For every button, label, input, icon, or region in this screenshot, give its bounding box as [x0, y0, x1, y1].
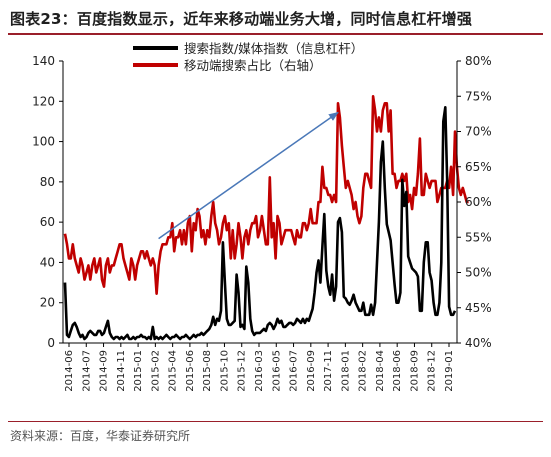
legend-label: 移动端搜索占比（右轴）	[184, 58, 322, 73]
y-right-tick-label: 40%	[465, 336, 492, 350]
y-left-tick-label: 140	[32, 54, 55, 68]
x-tick-label: 2015-02	[150, 350, 161, 392]
x-tick-label: 2015-12	[237, 350, 248, 392]
y-left-tick-label: 80	[40, 175, 55, 189]
x-tick-label: 2016-07	[289, 350, 300, 392]
series-line-mobile-share	[63, 94, 469, 295]
source-rule	[8, 421, 543, 422]
y-left-tick-label: 20	[40, 296, 55, 310]
legend-label: 搜索指数/媒体指数（信息杠杆）	[184, 41, 363, 56]
y-right-tick-label: 60%	[465, 195, 492, 209]
trend-arrow	[158, 111, 339, 240]
x-tick-label: 2014-07	[81, 350, 92, 392]
x-tick-label: 2018-01	[340, 350, 351, 392]
legend: 搜索指数/媒体指数（信息杠杆） 移动端搜索占比（右轴）	[133, 41, 363, 73]
x-tick-label: 2015-04	[168, 350, 179, 392]
x-tick-label: 2014-09	[99, 350, 110, 392]
x-tick-label: 2017-11	[323, 350, 334, 392]
x-tick-label: 2018-06	[392, 350, 403, 392]
chart: 0 20 40 60 80 100 120 140 40% 45% 50% 55% 60% 65% 70% 7…	[32, 41, 492, 392]
y-left-tick-label: 100	[32, 135, 55, 149]
y-left-tick-label: 0	[47, 336, 55, 350]
x-tick-label: 2019-01	[444, 350, 455, 392]
series-line-search-media-index	[63, 106, 457, 341]
y-right-tick-label: 50%	[465, 266, 492, 280]
y-right-tick-label: 45%	[465, 301, 492, 315]
y-left-tick-label: 60	[40, 215, 55, 229]
axes: 0 20 40 60 80 100 120 140 40% 45% 50% 55% 60% 65% 70% 7…	[32, 54, 492, 392]
y-right-tick-label: 65%	[465, 160, 492, 174]
x-tick-label: 2014-06	[64, 350, 75, 392]
y-right-tick-label: 70%	[465, 125, 492, 139]
y-right-tick-label: 80%	[465, 54, 492, 68]
arrow-layer	[158, 111, 339, 240]
y-left-tick-label: 120	[32, 94, 55, 108]
x-tick-label: 2018-12	[427, 350, 438, 392]
x-tick-label: 2015-08	[202, 350, 213, 392]
x-tick-label: 2015-01	[133, 350, 144, 392]
x-tick-label: 2016-03	[254, 350, 265, 392]
y-right-tick-label: 55%	[465, 230, 492, 244]
x-tick-label: 2018-04	[375, 350, 386, 392]
source-text: 资料来源：百度，华泰证券研究所	[10, 429, 191, 443]
y-right-tick-label: 75%	[465, 89, 492, 103]
x-tick-label: 2016-05	[271, 350, 282, 392]
x-tick-label: 2016-09	[306, 350, 317, 392]
series-layer	[63, 94, 469, 341]
x-tick-label: 2018-02	[358, 350, 369, 392]
x-tick-label: 2015-10	[219, 350, 230, 392]
x-tick-label: 2018-09	[409, 350, 420, 392]
x-tick-label: 2014-11	[116, 350, 127, 392]
x-tick-label: 2015-06	[185, 350, 196, 392]
figure-title: 图表23：百度指数显示，近年来移动端业务大增，同时信息杠杆增强	[10, 10, 473, 28]
title-rule	[8, 33, 543, 35]
y-left-tick-label: 40	[40, 255, 55, 269]
